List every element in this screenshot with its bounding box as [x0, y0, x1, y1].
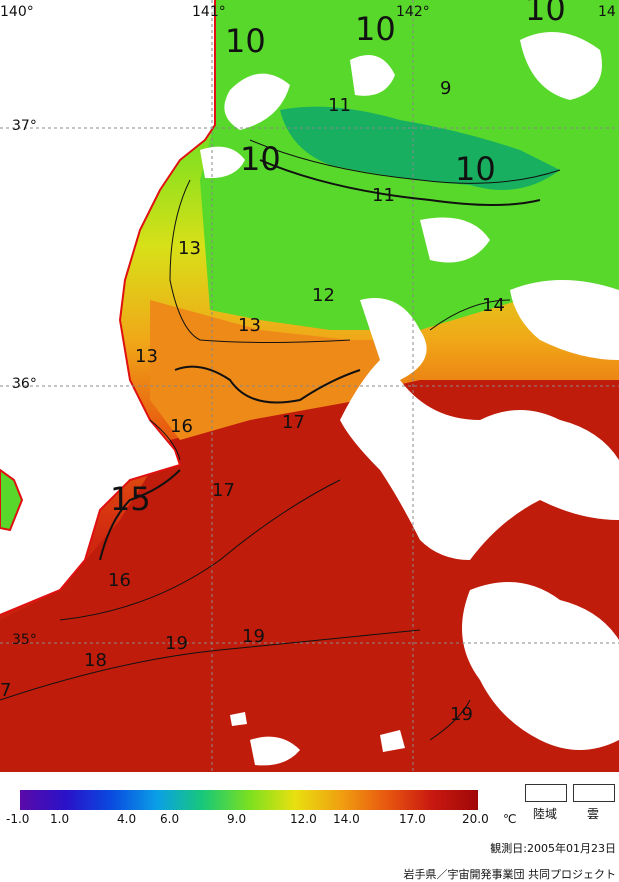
island — [0, 468, 24, 532]
contour-label: 16 — [108, 570, 131, 591]
scale-tick: -1.0 — [6, 812, 30, 826]
contour-label: 17 — [212, 480, 235, 501]
contour-label: 10 — [225, 22, 266, 60]
contour-label: 7 — [0, 680, 12, 701]
latitude-label-37: 37° — [12, 118, 37, 134]
scale-tick: 20.0 — [462, 812, 489, 826]
contour-label: 9 — [440, 78, 452, 99]
contour-label: 15 — [110, 480, 151, 518]
scale-tick: 14.0 — [333, 812, 360, 826]
contour-label: 10 — [240, 140, 281, 178]
contour-label: 13 — [178, 238, 201, 259]
contour-label: 19 — [242, 626, 265, 647]
credit-text: 岩手県／宇宙開発事業団 共同プロジェクト — [403, 868, 617, 881]
contour-label: 16 — [170, 416, 193, 437]
contour-label: 10 — [525, 0, 566, 28]
scale-tick: 6.0 — [160, 812, 180, 826]
land-label: 陸域 — [533, 807, 558, 821]
scale-tick: 4.0 — [117, 812, 137, 826]
latitude-label-35: 35° — [12, 632, 37, 648]
latitude-label-36: 36° — [12, 376, 37, 392]
cloud-cover — [200, 32, 619, 766]
cloud-swatch — [573, 784, 615, 802]
observation-date: 観測日:2005年01月23日 — [490, 842, 616, 855]
sea-surface-temperature-map — [0, 0, 619, 772]
contour-label: 12 — [312, 285, 335, 306]
contour-label: 11 — [328, 95, 351, 116]
contour-label: 17 — [282, 412, 305, 433]
graticule — [0, 0, 619, 772]
contour-label: 13 — [238, 315, 261, 336]
color-scale-bar — [20, 790, 478, 810]
land-area — [0, 0, 215, 615]
scale-tick: 9.0 — [227, 812, 247, 826]
contour-label: 19 — [165, 633, 188, 654]
scale-tick: 17.0 — [399, 812, 426, 826]
isotherms — [0, 139, 561, 741]
contour-label: 10 — [455, 150, 496, 188]
longitude-label-142: 142° — [396, 4, 430, 20]
contour-label: 18 — [84, 650, 107, 671]
contour-label: 19 — [450, 704, 473, 725]
cloud-label: 雲 — [587, 807, 600, 821]
longitude-label-143: 14 — [598, 4, 616, 20]
mid-water-region — [150, 300, 420, 440]
longitude-label-140: 140° — [0, 4, 34, 20]
scale-tick: 1.0 — [50, 812, 70, 826]
coastline — [0, 0, 216, 616]
land-swatch — [525, 784, 567, 802]
contour-label: 10 — [355, 10, 396, 48]
legend: -1.0 1.0 4.0 6.0 9.0 12.0 14.0 17.0 20.0… — [0, 772, 619, 881]
contour-label: 11 — [372, 185, 395, 206]
contour-label: 14 — [482, 295, 505, 316]
scale-unit: ℃ — [503, 812, 517, 826]
longitude-label-141: 141° — [192, 4, 226, 20]
contour-label: 13 — [135, 346, 158, 367]
scale-tick: 12.0 — [290, 812, 317, 826]
